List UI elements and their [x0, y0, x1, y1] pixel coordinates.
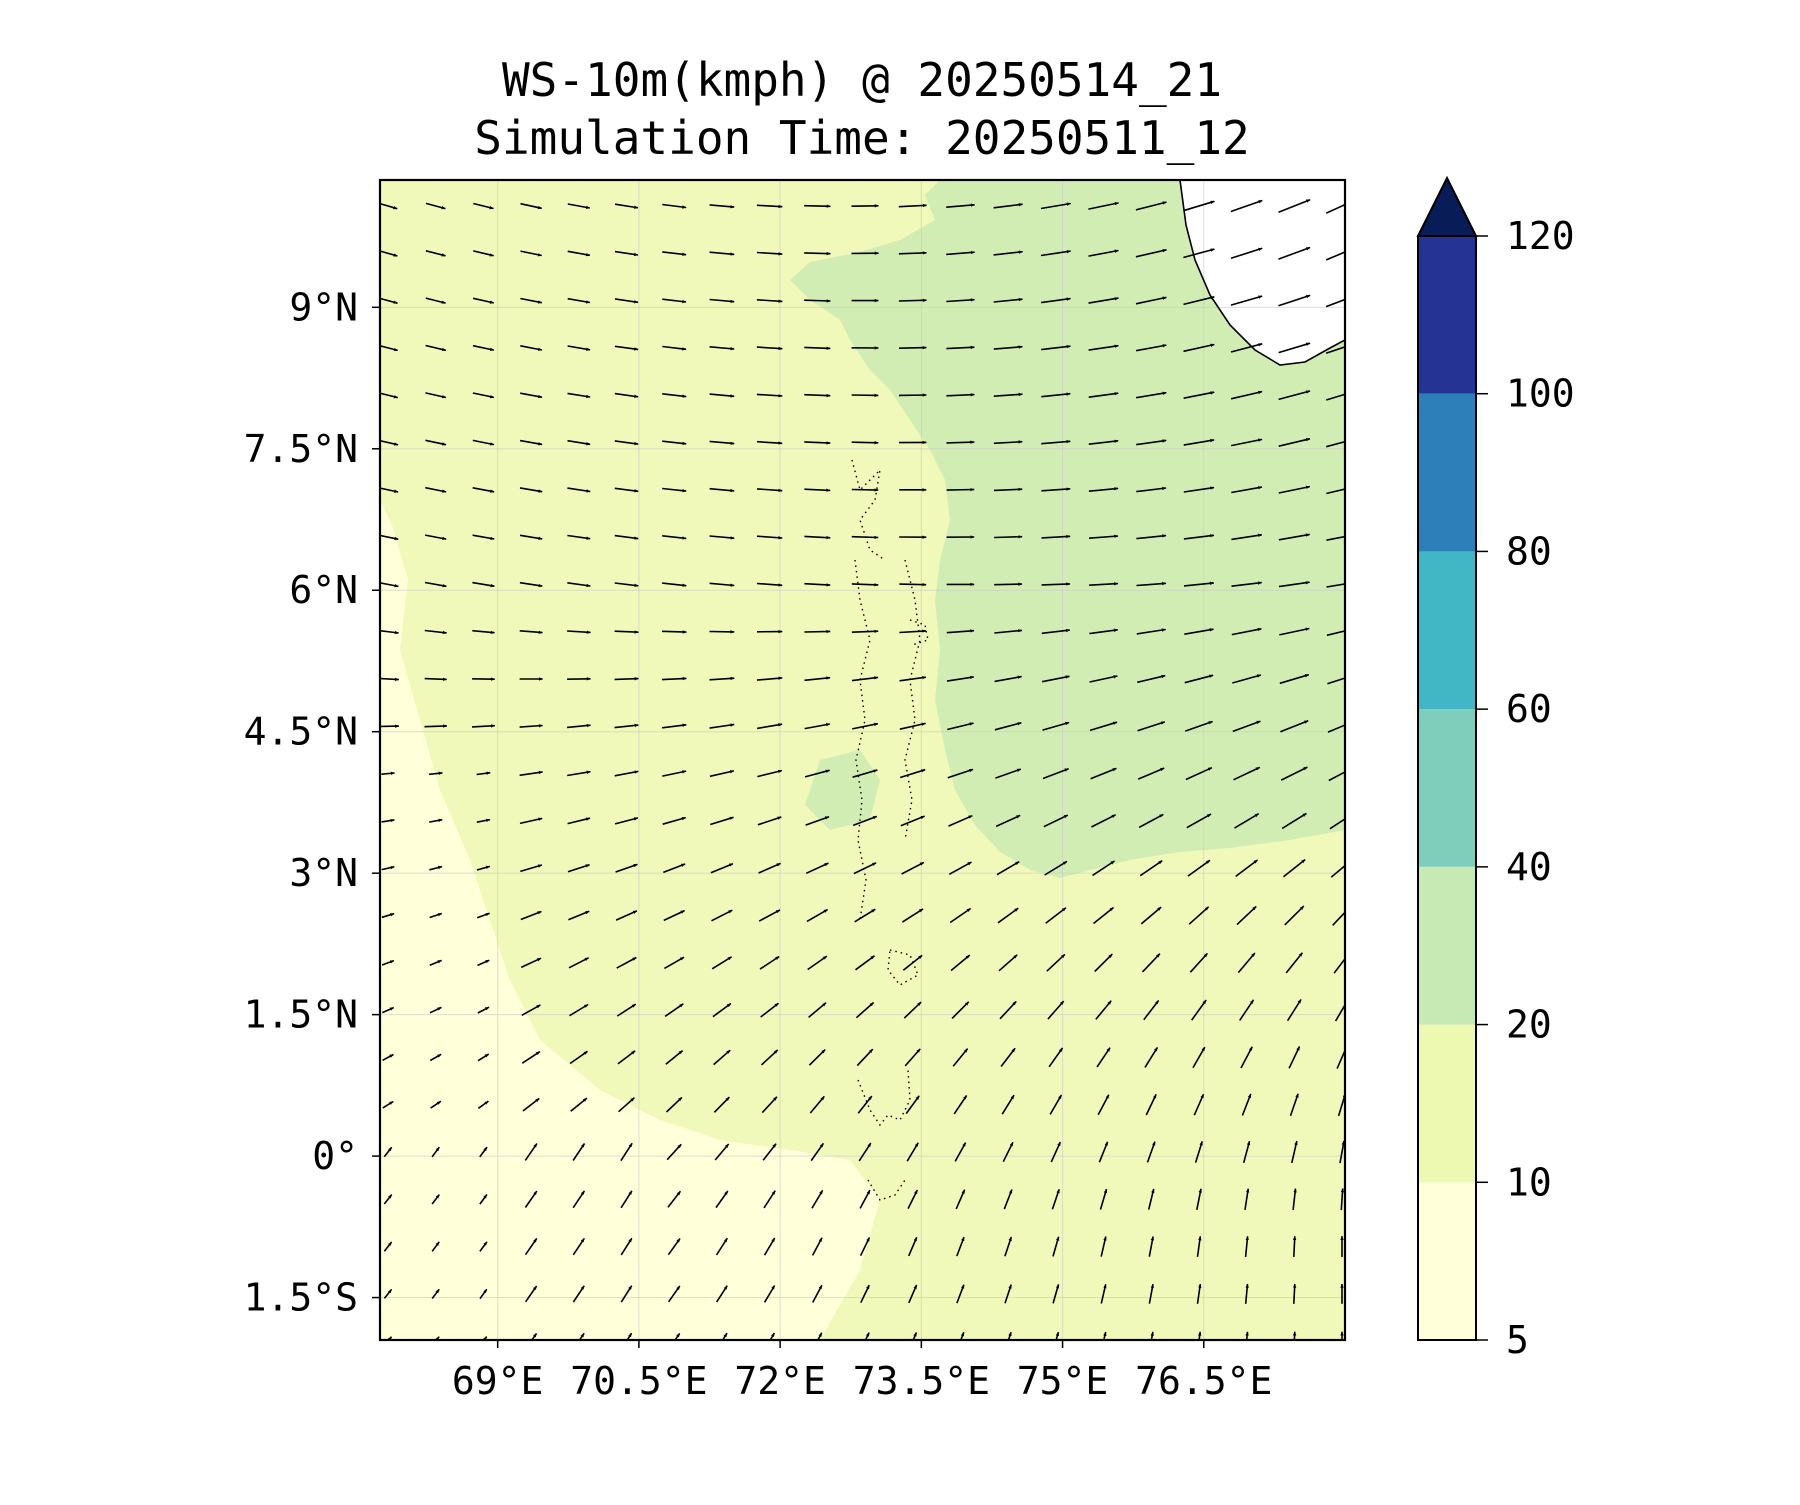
colorbar-segment: [1418, 1025, 1476, 1183]
wind-arrow: [804, 395, 830, 396]
colorbar-segment: [1418, 236, 1476, 394]
wind-arrow: [852, 442, 879, 443]
colorbar-extend-arrow: [1418, 178, 1476, 236]
colorbar: 5 10 20 40 60 80 100 120: [1418, 178, 1575, 1362]
colorbar-tick-label: 10: [1506, 1160, 1552, 1204]
title-line2: Simulation Time: 20250511_12: [474, 111, 1249, 165]
title-line1: WS-10m(kmph) @ 20250514_21: [502, 53, 1222, 107]
y-tick-label: 1.5°S: [244, 1276, 358, 1320]
wind-arrow: [994, 584, 1022, 585]
y-tick-label: 9°N: [289, 285, 358, 329]
wind-arrow: [804, 300, 830, 301]
wind-arrow: [1294, 1284, 1295, 1304]
wind-arrow: [662, 631, 686, 632]
wind-arrow: [804, 206, 830, 207]
wind-arrow: [852, 490, 878, 491]
wind-arrow: [899, 348, 926, 349]
wind-arrow: [994, 537, 1022, 538]
wind-arrow: [804, 631, 830, 632]
wind-arrow: [804, 347, 830, 348]
wind-arrow: [947, 442, 975, 443]
wind-arrow: [852, 537, 878, 538]
wind-arrow: [899, 300, 927, 301]
y-tick-label: 6°N: [289, 568, 358, 612]
wind-arrow: [899, 584, 926, 585]
wind-arrow: [425, 726, 447, 727]
colorbar-tick-label: 20: [1506, 1003, 1552, 1047]
x-tick-label: 73.5°E: [853, 1359, 990, 1403]
x-tick-label: 75°E: [1017, 1359, 1109, 1403]
x-axis: 69°E 70.5°E 72°E 73.5°E 75°E 76.5°E: [452, 1340, 1272, 1403]
colorbar-segment: [1418, 709, 1476, 867]
y-axis: 9°N 7.5°N 6°N 4.5°N 3°N 1.5°N 0° 1.5°S: [244, 285, 380, 1319]
wind-arrow: [1294, 1236, 1295, 1257]
colorbar-segment: [1418, 1182, 1476, 1340]
colorbar-tick-label: 40: [1506, 845, 1552, 889]
wind-arrow: [1294, 1332, 1295, 1351]
colorbar-tick-label: 60: [1506, 687, 1552, 731]
colorbar-segment: [1418, 867, 1476, 1025]
y-tick-label: 7.5°N: [244, 427, 358, 471]
y-tick-label: 3°N: [289, 851, 358, 895]
colorbar-segment: [1418, 394, 1476, 552]
wind-arrow: [1042, 584, 1070, 585]
x-tick-label: 72°E: [734, 1359, 826, 1403]
colorbar-segment: [1418, 551, 1476, 709]
colorbar-tick-label: 80: [1506, 529, 1552, 573]
wind-arrow: [947, 490, 975, 491]
wind-arrow: [852, 584, 878, 585]
wind-arrow: [615, 631, 639, 632]
y-tick-label: 0°: [312, 1134, 358, 1178]
wind-arrow: [615, 679, 639, 680]
wind-arrow: [804, 253, 830, 254]
x-tick-label: 70.5°E: [570, 1359, 707, 1403]
colorbar-tick-label: 100: [1506, 372, 1575, 416]
wind-arrow: [852, 631, 878, 632]
wind-arrow: [899, 253, 927, 254]
map-panel: [377, 180, 1358, 1351]
colorbar-tick-label: 120: [1506, 214, 1575, 258]
y-tick-label: 4.5°N: [244, 710, 358, 754]
wind-arrow: [425, 679, 447, 680]
x-tick-label: 69°E: [452, 1359, 544, 1403]
x-tick-label: 76.5°E: [1135, 1359, 1272, 1403]
y-tick-label: 1.5°N: [244, 993, 358, 1037]
colorbar-tick-label: 5: [1506, 1318, 1529, 1362]
